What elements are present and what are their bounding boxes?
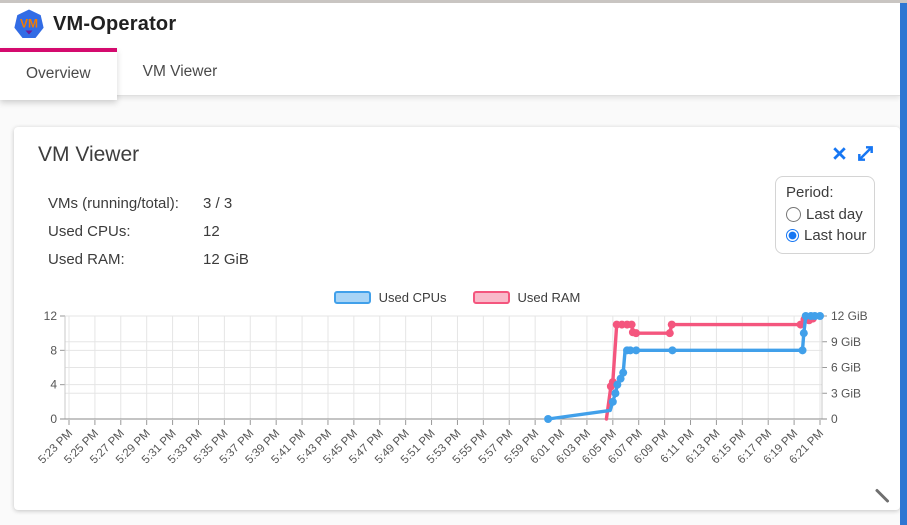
svg-text:3 GiB: 3 GiB (831, 386, 861, 400)
legend-item-used-ram[interactable]: Used RAM (472, 290, 581, 305)
svg-text:8: 8 (50, 343, 57, 357)
vm-stats: VMs (running/total): 3 / 3 Used CPUs: 12… (48, 189, 249, 273)
app-title: VM-Operator (53, 12, 177, 35)
last-day-radio[interactable] (786, 207, 801, 222)
last-hour-label: Last hour (804, 227, 867, 244)
panel-title: VM Viewer (38, 143, 140, 166)
close-icon[interactable] (832, 146, 847, 161)
stat-label-ram: Used RAM: (48, 250, 125, 268)
svg-text:12 GiB: 12 GiB (831, 309, 868, 323)
stat-value-ram: 12 GiB (203, 250, 249, 268)
stat-row-cpus: Used CPUs: 12 (48, 217, 249, 245)
tab-overview[interactable]: Overview (0, 48, 117, 100)
tab-vm-viewer[interactable]: VM Viewer (117, 48, 244, 95)
stat-value-vms: 3 / 3 (203, 194, 233, 212)
stat-label-vms: VMs (running/total): (48, 194, 179, 212)
tab-vm-viewer-label: VM Viewer (142, 62, 218, 80)
tab-overview-label: Overview (26, 65, 91, 82)
svg-text:6 GiB: 6 GiB (831, 361, 861, 375)
used-cpus-legend-label: Used CPUs (378, 290, 447, 305)
usage-chart: 5:23 PM 5:25 PM 5:27 PM 5:29 PM 5:31 PM 5:33 … (14, 287, 900, 492)
usage-chart-svg: 5:23 PM5:25 PM5:27 PM5:29 PM5:31 PM5:33 … (36, 309, 868, 466)
period-label: Period: (786, 184, 834, 201)
last-hour-radio[interactable] (786, 228, 799, 243)
svg-text:9 GiB: 9 GiB (831, 335, 861, 349)
app-logo-icon: VM (14, 9, 44, 38)
tab-bar: Overview VM Viewer (0, 48, 900, 100)
stat-value-cpus: 12 (203, 222, 220, 240)
svg-text:VM: VM (20, 16, 38, 30)
used-ram-legend-label: Used RAM (517, 290, 581, 305)
used-cpus-swatch (333, 291, 371, 304)
svg-text:0: 0 (50, 412, 57, 426)
expand-icon[interactable] (856, 144, 875, 163)
right-accent-strip (900, 0, 907, 525)
svg-text:4: 4 (50, 378, 57, 392)
window-top-edge (0, 0, 907, 3)
legend-item-used-cpus[interactable]: Used CPUs (333, 290, 447, 305)
stat-row-ram: Used RAM: 12 GiB (48, 245, 249, 273)
resize-handle-icon[interactable] (874, 487, 891, 504)
vm-viewer-panel: VM Viewer VMs (running/total): 3 / 3 Use… (14, 127, 900, 510)
period-option-last-day[interactable]: Last day (786, 206, 864, 223)
used-ram-swatch (472, 291, 510, 304)
period-selector: Period: Last day Last hour (775, 176, 875, 254)
svg-text:12: 12 (44, 309, 58, 323)
period-option-last-hour[interactable]: Last hour (786, 227, 867, 244)
stat-row-vms: VMs (running/total): 3 / 3 (48, 189, 249, 217)
last-day-label: Last day (806, 206, 863, 223)
svg-text:0: 0 (831, 412, 838, 426)
stat-label-cpus: Used CPUs: (48, 222, 131, 240)
chart-legend: Used CPUs Used RAM (14, 290, 900, 305)
app-header: VM VM-Operator Overview VM Viewer (0, 0, 900, 100)
